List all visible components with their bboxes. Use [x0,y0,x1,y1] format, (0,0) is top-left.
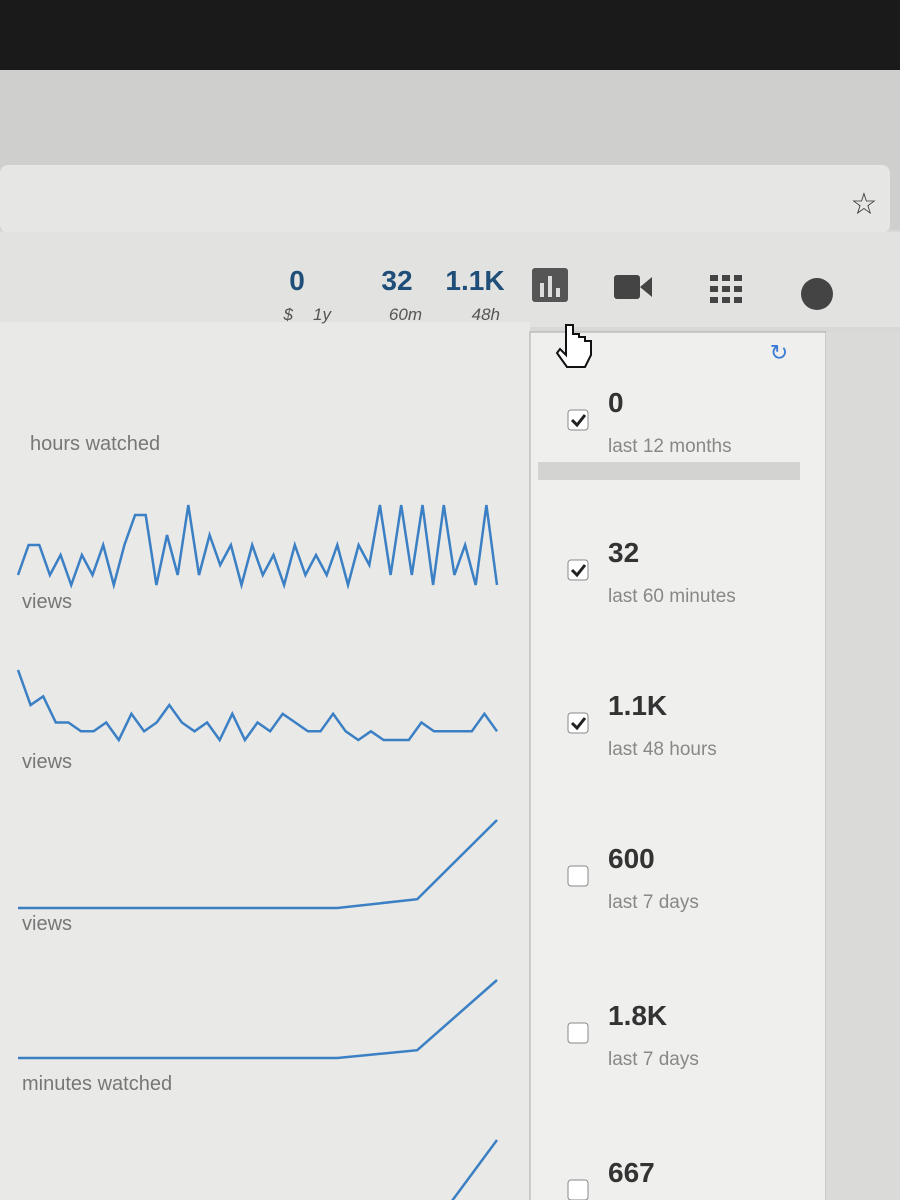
checkmark [570,564,587,578]
checkbox[interactable] [567,559,589,581]
item-value: 32 [608,537,639,568]
checkbox[interactable] [567,1022,589,1044]
address-bar[interactable] [0,165,890,233]
sparkline [16,504,499,590]
checkbox[interactable] [567,865,589,887]
stat-value[interactable]: 0 [289,265,305,296]
sparkline [18,819,498,910]
stat-unit: $ [283,305,294,324]
item-label: last 48 hours [608,739,717,760]
apps-icon[interactable] [710,275,742,303]
item-label: last 60 minutes [608,586,736,607]
star-icon[interactable]: ☆ [851,188,878,221]
item-value: 667 [608,1157,655,1188]
sparkline [16,669,499,743]
stat-period: 1y [313,305,332,324]
sparkline-label: minutes watched [22,1073,172,1095]
checkbox[interactable] [567,1179,589,1200]
stat-value[interactable]: 1.1K [445,265,504,296]
feedback-icon[interactable] [801,278,833,310]
sparkline-label: views [22,591,72,613]
item-value: 1.8K [608,1000,667,1031]
item-label: last 7 days [608,1049,699,1070]
sparkline-label: hours watched [30,433,160,455]
item-label: last 12 months [608,436,732,457]
stat-period: 48h [472,305,500,324]
toolbar [0,232,900,327]
sparkline [18,979,498,1060]
sparkline-label: views [22,751,72,773]
item-value: 0 [608,387,624,418]
background [826,332,900,1200]
stat-period: 60m [389,305,422,324]
divider [538,462,800,480]
checkmark [570,414,587,428]
stat-value[interactable]: 32 [381,265,412,296]
item-value: 600 [608,843,655,874]
sparkline-label: views [22,913,72,935]
charts-area [0,322,530,1200]
video-icon[interactable] [614,275,640,299]
item-value: 1.1K [608,690,667,721]
checkbox[interactable] [567,409,589,431]
cursor [555,324,592,368]
refresh-icon[interactable]: ↻ [770,340,788,365]
item-label: last 7 days [608,892,699,913]
checkmark [570,717,587,731]
checkbox[interactable] [567,712,589,734]
